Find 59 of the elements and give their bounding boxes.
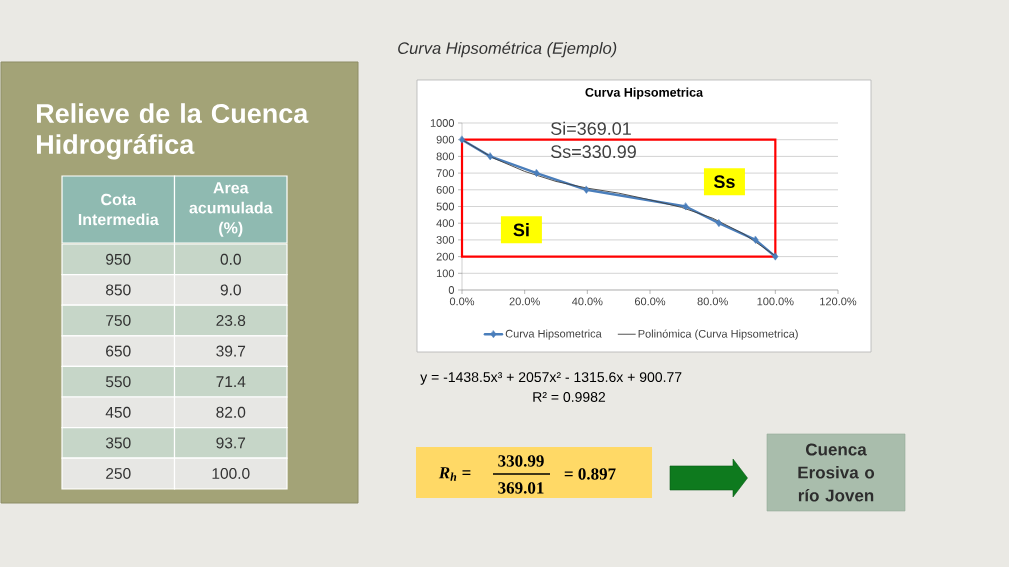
text: 93.7 (216, 437, 246, 449)
text: 550 (105, 376, 131, 388)
y-tick-label: 700 (436, 169, 455, 177)
point (487, 152, 494, 161)
text: 82.0 (216, 406, 246, 418)
x-tick-label: 40.0% (572, 297, 603, 306)
text: 23.8 (216, 315, 246, 326)
annotation: Ss (713, 175, 735, 189)
point (715, 219, 722, 228)
y-tick-label: 200 (436, 252, 455, 261)
text: 0.0 (220, 253, 241, 265)
text: 850 (106, 284, 131, 296)
y-tick-label: 0 (448, 286, 455, 294)
text: 750 (106, 315, 131, 326)
x-tick-label: 0.0% (449, 297, 475, 306)
chart-title: Curva Hipsometrica (585, 87, 704, 100)
text: 450 (105, 406, 131, 418)
annotation: Ss=330.99 (551, 145, 636, 159)
y-tick-label: 100 (436, 269, 455, 278)
text: 39.7 (216, 345, 246, 357)
y-tick-label: 400 (436, 219, 455, 228)
text: y = -1438.5x³ + 2057x² - 1315.6x + 900.77 (420, 372, 682, 385)
y-tick-label: 900 (436, 135, 455, 144)
point (752, 236, 759, 244)
text: 950 (106, 253, 131, 265)
text: 100.0 (212, 468, 250, 479)
point (533, 169, 540, 177)
text: 369.01 (498, 482, 544, 494)
y-tick-label: 1000 (430, 119, 455, 127)
text: 71.4 (216, 376, 246, 388)
text: R$_{h}$ = (438, 467, 471, 481)
point (772, 252, 779, 261)
text: 650 (106, 345, 131, 357)
text: Relieve de la Cuenca Hidrográfica (37, 103, 309, 160)
y-tick-label: 800 (436, 152, 455, 161)
text: Curva Hipsométrica (Ejemplo) (398, 41, 617, 58)
x-tick-label: 20.0% (509, 297, 540, 306)
y-tick-label: 500 (436, 202, 455, 211)
text: R² = 0.9982 (533, 392, 606, 402)
legend-label: Polinómica (Curva Hipsometrica) (638, 329, 798, 340)
x-tick-label: 100.0% (757, 297, 794, 306)
x-tick-label: 60.0% (634, 297, 666, 306)
text: Cuenca Erosiva o río Joven (798, 443, 875, 502)
y-tick-label: 300 (436, 236, 455, 244)
text: 350 (105, 437, 131, 449)
text: = 0.897 (564, 468, 616, 480)
legend-label: Curva Hipsometrica (505, 329, 602, 340)
text: 250 (106, 468, 131, 479)
text: 9.0 (220, 284, 241, 296)
point (682, 202, 689, 211)
x-tick-label: 80.0% (697, 297, 728, 306)
text: Area acumulada (%) (189, 182, 273, 237)
point (583, 185, 590, 194)
annotation: Si (513, 223, 529, 237)
x-tick-label: 120.0% (820, 297, 857, 306)
text: Cota Intermedia (78, 193, 159, 226)
y-tick-label: 600 (436, 185, 455, 194)
text: 330.99 (498, 455, 544, 467)
annotation: Si=369.01 (551, 121, 631, 135)
